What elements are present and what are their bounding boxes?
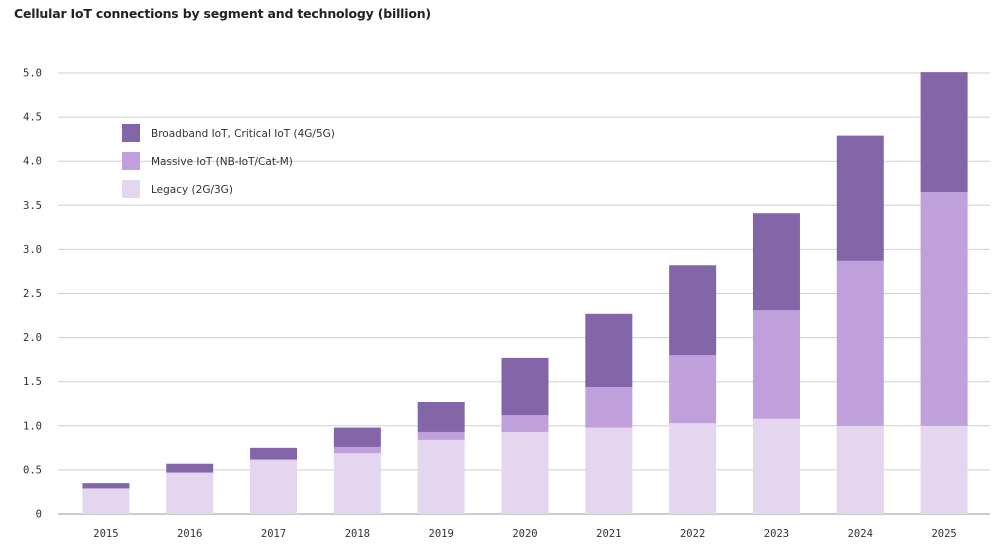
bar-segment-2024-series-2 bbox=[836, 135, 884, 261]
bar-segment-2020-series-1 bbox=[501, 415, 549, 432]
bar-segment-2017-series-2 bbox=[250, 447, 298, 460]
bar-segment-2020-series-0 bbox=[501, 431, 549, 514]
bar-segment-2022-series-0 bbox=[669, 423, 717, 514]
x-tick-label: 2019 bbox=[429, 528, 454, 540]
x-tick-label: 2023 bbox=[764, 528, 789, 540]
bar-segment-2017-series-0 bbox=[250, 460, 298, 514]
y-tick-label: 3.5 bbox=[23, 200, 42, 212]
bar-segment-2025-series-0 bbox=[920, 425, 968, 514]
bar-segment-2018-series-2 bbox=[333, 427, 381, 447]
y-tick-label: 5.0 bbox=[23, 68, 42, 80]
y-tick-label: 4.0 bbox=[23, 156, 42, 168]
legend-swatch bbox=[122, 180, 140, 198]
y-tick-label: 0 bbox=[36, 509, 42, 521]
bar-segment-2024-series-0 bbox=[836, 425, 884, 514]
y-tick-label: 0.5 bbox=[23, 464, 42, 476]
bar-segment-2024-series-1 bbox=[836, 260, 884, 426]
legend-label: Massive IoT (NB-IoT/Cat-M) bbox=[151, 156, 293, 168]
bar-segment-2016-series-2 bbox=[166, 463, 214, 473]
x-axis-ticks: 2015 2016 2017 2018 2019 2020 2021 2022 2023 2024… bbox=[93, 528, 956, 540]
y-tick-label: 2.5 bbox=[23, 288, 42, 300]
bar-segment-2022-series-2 bbox=[669, 265, 717, 356]
y-tick-label: 3.0 bbox=[23, 244, 42, 256]
bars bbox=[82, 72, 968, 514]
y-tick-label: 1.0 bbox=[23, 420, 42, 432]
bar-segment-2022-series-1 bbox=[669, 355, 717, 424]
legend-label: Broadband IoT, Critical IoT (4G/5G) bbox=[151, 128, 335, 140]
bar-segment-2025-series-1 bbox=[920, 192, 968, 426]
y-tick-label: 4.5 bbox=[23, 112, 42, 124]
x-tick-label: 2015 bbox=[93, 528, 118, 540]
bar-segment-2015-series-2 bbox=[82, 483, 130, 489]
bar-segment-2019-series-0 bbox=[417, 439, 465, 514]
bar-segment-2019-series-2 bbox=[417, 401, 465, 432]
x-tick-label: 2022 bbox=[680, 528, 705, 540]
legend: Broadband IoT, Critical IoT (4G/5G) Massi… bbox=[122, 124, 335, 198]
bar-segment-2023-series-1 bbox=[752, 310, 800, 419]
bar-segment-2018-series-1 bbox=[333, 446, 381, 454]
y-tick-label: 2.0 bbox=[23, 332, 42, 344]
legend-swatch bbox=[122, 152, 140, 170]
x-tick-label: 2024 bbox=[848, 528, 873, 540]
bar-segment-2025-series-2 bbox=[920, 72, 968, 193]
bar-segment-2015-series-0 bbox=[82, 488, 130, 514]
bar-segment-2023-series-2 bbox=[752, 213, 800, 311]
bar-segment-2020-series-2 bbox=[501, 357, 549, 416]
x-tick-label: 2021 bbox=[596, 528, 621, 540]
legend-label: Legacy (2G/3G) bbox=[151, 184, 233, 196]
bar-segment-2018-series-0 bbox=[333, 453, 381, 514]
x-tick-label: 2025 bbox=[931, 528, 956, 540]
bar-segment-2021-series-0 bbox=[585, 427, 633, 514]
legend-swatch bbox=[122, 124, 140, 142]
x-tick-label: 2017 bbox=[261, 528, 286, 540]
y-tick-label: 1.5 bbox=[23, 376, 42, 388]
x-tick-label: 2018 bbox=[345, 528, 370, 540]
bar-segment-2021-series-1 bbox=[585, 386, 633, 428]
bar-segment-2017-series-1 bbox=[250, 459, 298, 461]
bar-segment-2016-series-0 bbox=[166, 472, 214, 514]
bar-segment-2023-series-0 bbox=[752, 418, 800, 514]
bar-segment-2019-series-1 bbox=[417, 431, 465, 440]
bar-segment-2021-series-2 bbox=[585, 313, 633, 387]
x-tick-label: 2020 bbox=[512, 528, 537, 540]
x-tick-label: 2016 bbox=[177, 528, 202, 540]
y-axis-ticks: 0 0.5 1.0 1.5 2.0 2.5 3.0 3.5 4.0 4.5 5.0 bbox=[23, 68, 42, 521]
chart-title: Cellular IoT connections by segment and … bbox=[14, 6, 431, 21]
